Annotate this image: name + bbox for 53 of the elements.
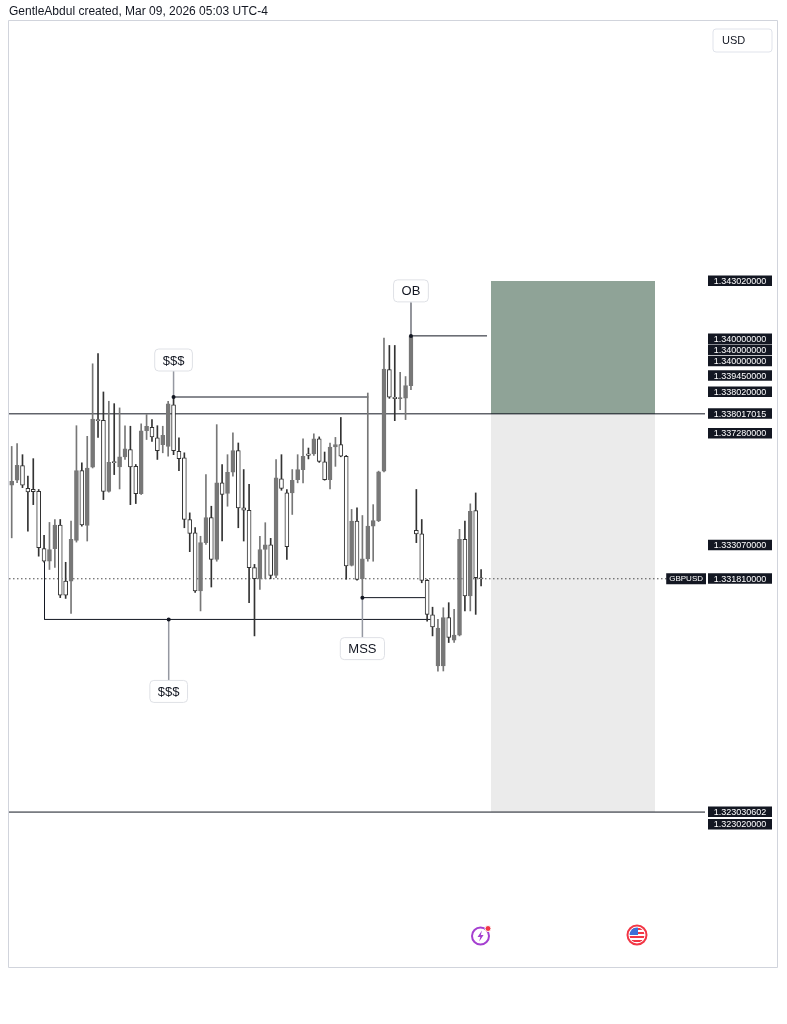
- candlestick: [36, 489, 41, 557]
- ref-line-label: $$$: [157, 684, 181, 699]
- ref-line-label: $$$: [162, 352, 186, 368]
- candlestick: [252, 564, 257, 637]
- candlestick: [365, 392, 371, 562]
- candlestick: [349, 509, 354, 567]
- candlestick: [63, 561, 68, 599]
- candlestick: [322, 451, 327, 481]
- candlestick: [457, 529, 462, 637]
- y-tick-label: 1.333070000: [713, 540, 767, 551]
- candlestick: [295, 454, 300, 484]
- ref-line-label: GBPUSD: [669, 574, 704, 584]
- candlestick: [47, 522, 52, 570]
- candlestick: [333, 437, 338, 467]
- y-axis-title: USD: [722, 34, 746, 47]
- candlestick: [225, 454, 230, 507]
- candlestick: [209, 505, 214, 588]
- y-tick-label: 1.340000000: [713, 356, 767, 367]
- candlestick: [30, 458, 36, 505]
- text: 1.323020000: [713, 819, 767, 830]
- candlestick: [182, 452, 187, 529]
- candlestick: [241, 469, 247, 542]
- text: GentleAbdul created, Mar 09, 2026 05:03 UTC-4: [9, 4, 269, 18]
- ref-line-label: MSS: [348, 641, 377, 657]
- y-tick-label: 1.343020000: [713, 275, 767, 286]
- candlestick: [144, 414, 149, 440]
- candlestick: [306, 447, 311, 460]
- candlestick: [101, 391, 106, 500]
- candlestick: [370, 504, 376, 562]
- ref-line-label: OB: [401, 283, 421, 299]
- candlestick: [117, 407, 122, 490]
- candlestick: [387, 345, 392, 399]
- y-tick-label: 1.323030602: [713, 807, 767, 818]
- candlestick: [155, 425, 160, 460]
- candlestick: [128, 425, 133, 505]
- y-tick-label: 1.338017015: [713, 408, 767, 419]
- y-tick-label: 1.337280000: [713, 428, 767, 439]
- candlestick: [403, 376, 408, 420]
- y-tick-label: 1.339450000: [713, 370, 767, 381]
- candlestick: [414, 489, 419, 543]
- text: 1.338020000: [713, 386, 767, 397]
- candlestick: [90, 363, 95, 469]
- candlestick: [74, 425, 79, 543]
- candlestick: [430, 606, 435, 637]
- candlestick: [268, 538, 273, 580]
- y-tick-label: 1.331810000: [713, 573, 767, 584]
- candlestick: [9, 446, 15, 539]
- candlestick: [20, 454, 25, 488]
- candlestick: [376, 470, 381, 522]
- candlestick: [478, 569, 484, 587]
- candlestick: [198, 535, 203, 612]
- candlestick: [279, 454, 284, 491]
- candlestick: [262, 522, 268, 580]
